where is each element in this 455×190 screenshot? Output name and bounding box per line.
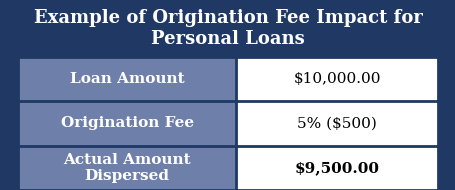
Bar — [18, 146, 236, 190]
Text: 5% ($500): 5% ($500) — [297, 116, 376, 131]
Text: Example of Origination Fee Impact for
Personal Loans: Example of Origination Fee Impact for Pe… — [34, 9, 421, 48]
Text: $10,000.00: $10,000.00 — [293, 72, 380, 86]
Bar — [18, 57, 236, 101]
Bar — [236, 101, 437, 146]
Bar — [236, 57, 437, 101]
Text: Origination Fee: Origination Fee — [61, 116, 193, 131]
Text: Loan Amount: Loan Amount — [70, 72, 184, 86]
Bar — [236, 146, 437, 190]
Bar — [18, 101, 236, 146]
Text: $9,500.00: $9,500.00 — [294, 161, 379, 175]
Bar — [18, 0, 437, 57]
Text: Actual Amount
Dispersed: Actual Amount Dispersed — [63, 153, 191, 183]
